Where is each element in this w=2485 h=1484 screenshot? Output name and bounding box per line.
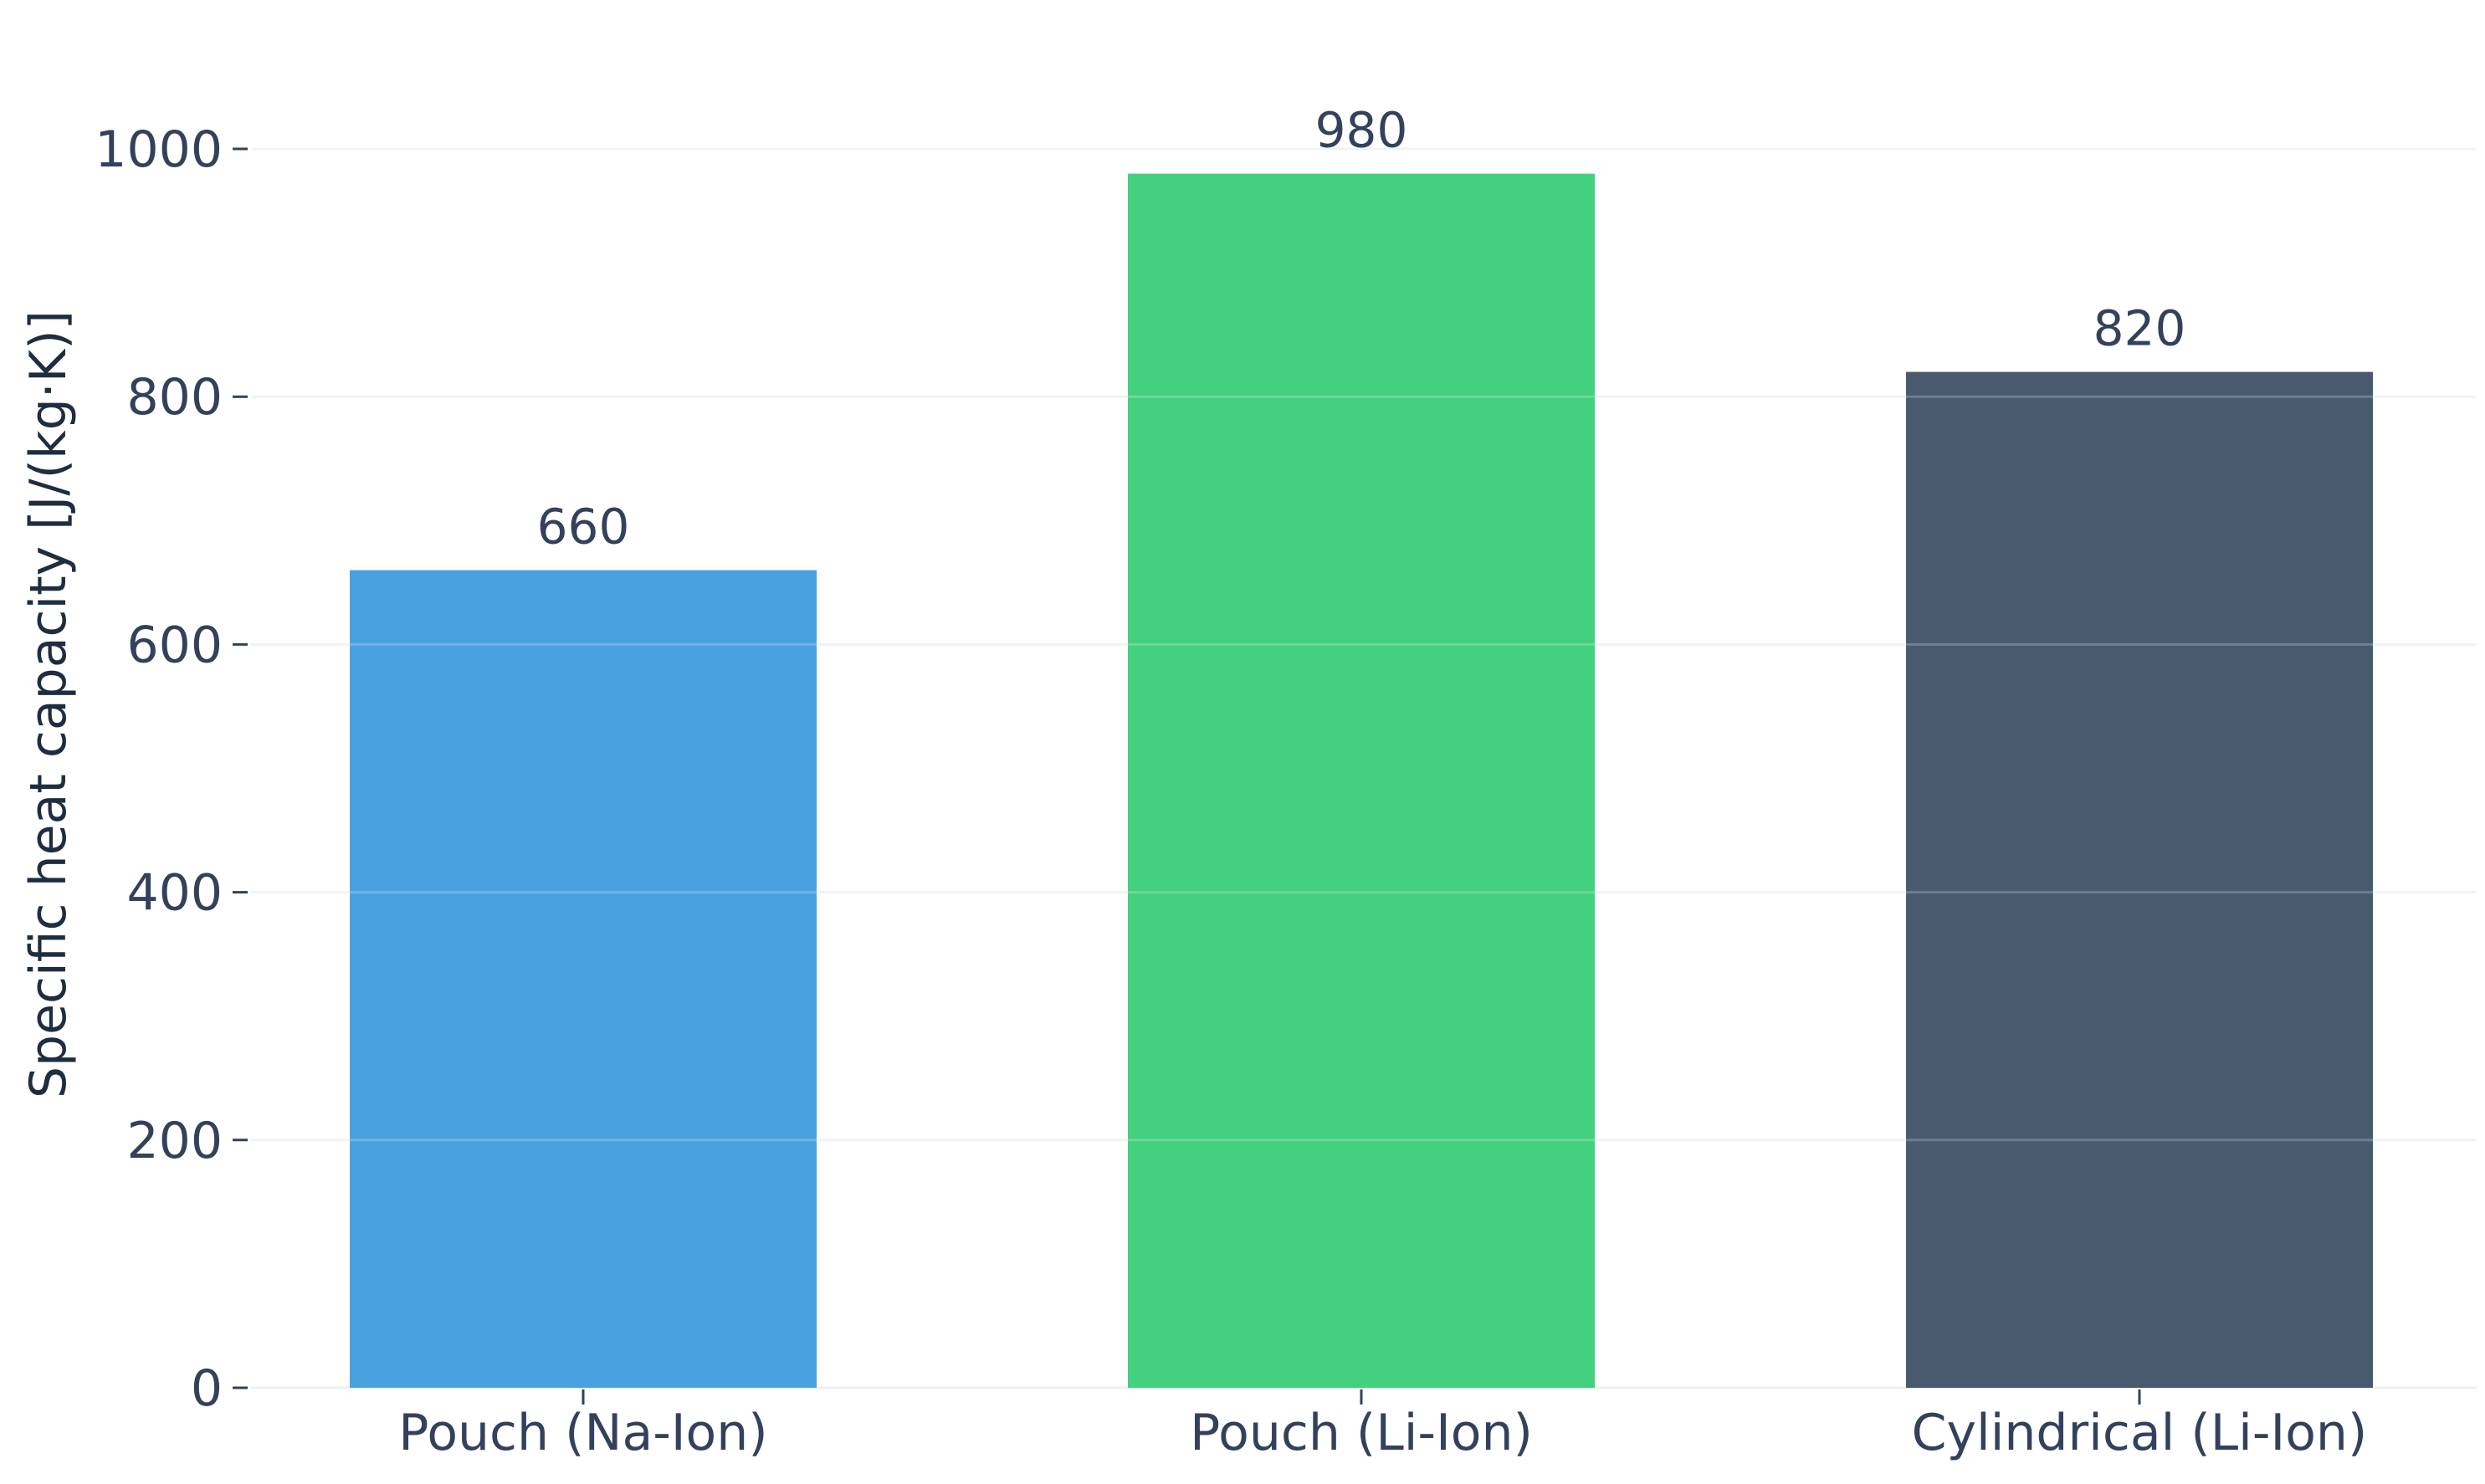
y-axis-title: Specific heat capacity [J/(kg·K)] xyxy=(19,310,78,1098)
y-tick-label: 200 xyxy=(126,1112,223,1170)
grid-overlay-layer xyxy=(251,147,2477,1142)
bars-layer xyxy=(350,173,2373,1389)
bar-value-label: 980 xyxy=(1315,102,1408,159)
bar-3[interactable] xyxy=(1906,371,2373,1389)
labels-layer: 660 980 820 xyxy=(537,102,2186,555)
x-tick-label: Pouch (Li-Ion) xyxy=(1190,1404,1533,1462)
y-tick-label: 400 xyxy=(126,864,223,923)
axis-layer: 0 200 400 600 800 1000 Pouch (Na-Ion) Pouch (Li… xyxy=(95,120,2367,1462)
y-tick-label: 600 xyxy=(126,616,223,674)
y-tick-label: 800 xyxy=(126,368,223,427)
bar-1[interactable] xyxy=(350,570,817,1388)
bar-2[interactable] xyxy=(1128,173,1595,1388)
bar-value-label: 820 xyxy=(2093,300,2186,357)
bar-value-label: 660 xyxy=(537,499,630,555)
y-tick-label: 0 xyxy=(191,1359,223,1418)
y-tick-label: 1000 xyxy=(95,120,223,179)
x-tick-label: Cylindrical (Li-Ion) xyxy=(1912,1404,2368,1462)
x-tick-label: Pouch (Na-Ion) xyxy=(398,1404,767,1462)
